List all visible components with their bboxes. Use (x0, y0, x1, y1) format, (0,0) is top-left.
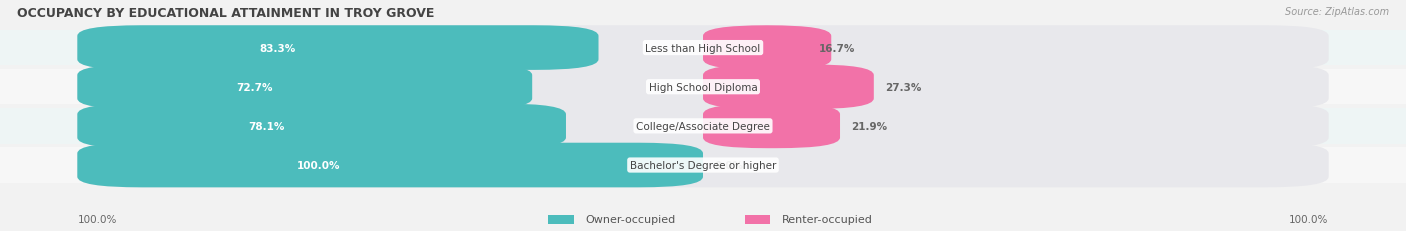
Text: Owner-occupied: Owner-occupied (585, 214, 675, 225)
FancyBboxPatch shape (77, 143, 1329, 188)
Text: OCCUPANCY BY EDUCATIONAL ATTAINMENT IN TROY GROVE: OCCUPANCY BY EDUCATIONAL ATTAINMENT IN T… (17, 7, 434, 20)
Bar (745, 215, 770, 224)
Text: 100.0%: 100.0% (77, 214, 117, 225)
Text: 27.3%: 27.3% (884, 82, 921, 92)
Bar (548, 215, 574, 224)
FancyBboxPatch shape (77, 104, 1329, 149)
Text: 83.3%: 83.3% (260, 43, 297, 53)
Text: 21.9%: 21.9% (851, 121, 887, 131)
Text: Less than High School: Less than High School (645, 43, 761, 53)
Text: 0.0%: 0.0% (714, 160, 744, 170)
Text: High School Diploma: High School Diploma (648, 82, 758, 92)
FancyBboxPatch shape (77, 26, 599, 71)
Text: Renter-occupied: Renter-occupied (782, 214, 873, 225)
FancyBboxPatch shape (77, 65, 533, 109)
Bar (0, 31, 1406, 66)
Text: Source: ZipAtlas.com: Source: ZipAtlas.com (1285, 7, 1389, 17)
Text: College/Associate Degree: College/Associate Degree (636, 121, 770, 131)
FancyBboxPatch shape (77, 143, 703, 188)
FancyBboxPatch shape (703, 65, 873, 109)
Text: 78.1%: 78.1% (249, 121, 285, 131)
FancyBboxPatch shape (703, 26, 831, 71)
Text: 100.0%: 100.0% (297, 160, 340, 170)
FancyBboxPatch shape (77, 65, 1329, 109)
Text: 72.7%: 72.7% (236, 82, 273, 92)
Bar (0, 109, 1406, 144)
FancyBboxPatch shape (703, 104, 839, 149)
Text: Bachelor's Degree or higher: Bachelor's Degree or higher (630, 160, 776, 170)
FancyBboxPatch shape (77, 104, 567, 149)
Bar (0, 70, 1406, 105)
Text: 100.0%: 100.0% (1289, 214, 1329, 225)
Text: 16.7%: 16.7% (818, 43, 855, 53)
Bar (0, 148, 1406, 183)
FancyBboxPatch shape (77, 26, 1329, 71)
